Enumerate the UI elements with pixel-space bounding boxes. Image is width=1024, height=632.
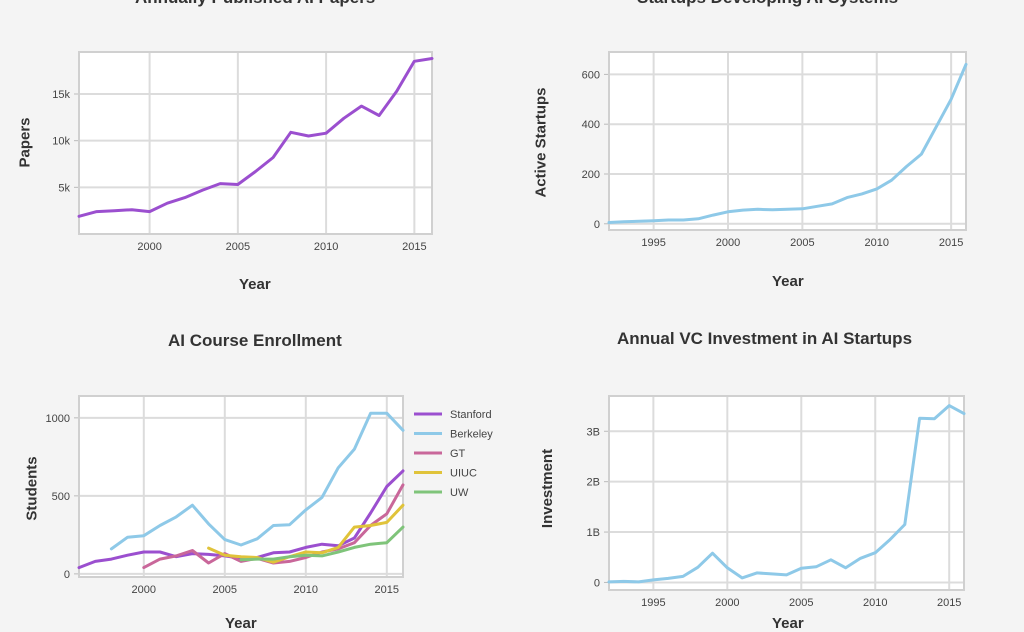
papers-x-tick-label: 2000	[137, 241, 161, 253]
papers-y-tick-label: 15k	[52, 89, 70, 101]
enrollment-y-tick-label: 1000	[46, 413, 70, 425]
startups-chart-title: Startups Developing AI Systems	[637, 0, 898, 8]
startups-x-tick-label: 2000	[716, 237, 740, 249]
papers-x-tick-label: 2005	[226, 241, 250, 253]
startups-x-tick-label: 2015	[939, 237, 963, 249]
enrollment-series-line-uw	[239, 525, 405, 562]
startups-x-tick-label: 1995	[641, 237, 665, 249]
enrollment-plot-area	[79, 396, 403, 577]
startups-x-tick-label: 2005	[790, 237, 814, 249]
papers-plot-border	[78, 51, 433, 235]
papers-x-tick-label: 2010	[314, 241, 338, 253]
vc-y-tick-label: 3B	[587, 426, 600, 438]
enrollment-legend-label-gt: GT	[450, 448, 466, 460]
startups-x-axis-label: Year	[772, 273, 804, 290]
startups-y-tick-label: 200	[582, 169, 600, 181]
enrollment-y-tick-label: 0	[64, 569, 70, 581]
papers-x-axis-label: Year	[239, 276, 271, 293]
enrollment-x-tick-label: 2015	[375, 584, 399, 596]
vc-x-tick-label: 2010	[863, 597, 887, 609]
vc-plot-border	[608, 395, 965, 591]
startups-y-tick-label: 600	[582, 69, 600, 81]
vc-y-tick-label: 1B	[587, 527, 600, 539]
enrollment-x-tick-label: 2005	[213, 584, 237, 596]
vc-chart-title: Annual VC Investment in AI Startups	[617, 329, 913, 348]
enrollment-x-tick-label: 2010	[294, 584, 318, 596]
enrollment-x-tick-label: 2000	[132, 584, 156, 596]
startups-x-tick-label: 2010	[865, 237, 889, 249]
enrollment-series-line-berkeley	[109, 411, 405, 551]
startups-plot-area	[609, 52, 966, 230]
vc-series-line-main	[607, 404, 966, 584]
startups-y-tick-label: 400	[582, 119, 600, 131]
papers-y-tick-label: 5k	[58, 182, 70, 194]
enrollment-series-line-uiuc	[207, 503, 405, 564]
enrollment-y-tick-label: 500	[52, 491, 70, 503]
vc-x-tick-label: 2005	[789, 597, 813, 609]
enrollment-legend-label-berkeley: Berkeley	[450, 429, 493, 441]
papers-chart-title: Annually Published AI Papers	[135, 0, 375, 8]
papers-series-line-main	[77, 57, 434, 218]
startups-plot-border	[608, 51, 967, 231]
vc-y-tick-label: 2B	[587, 477, 600, 489]
vc-x-tick-label: 1995	[641, 597, 665, 609]
vc-x-tick-label: 2000	[715, 597, 739, 609]
vc-y-tick-label: 0	[594, 577, 600, 589]
enrollment-chart-title: AI Course Enrollment	[168, 331, 342, 350]
papers-plot-area	[79, 52, 432, 234]
enrollment-legend-label-uiuc: UIUC	[450, 468, 477, 480]
enrollment-legend-label-uw: UW	[450, 487, 469, 499]
startups-y-tick-label: 0	[594, 219, 600, 231]
startups-series-line-main	[607, 62, 968, 224]
papers-x-tick-label: 2015	[402, 241, 426, 253]
papers-y-tick-label: 10k	[52, 136, 70, 148]
vc-x-tick-label: 2015	[937, 597, 961, 609]
vc-plot-area	[609, 396, 964, 590]
enrollment-legend-label-stanford: Stanford	[450, 409, 492, 421]
